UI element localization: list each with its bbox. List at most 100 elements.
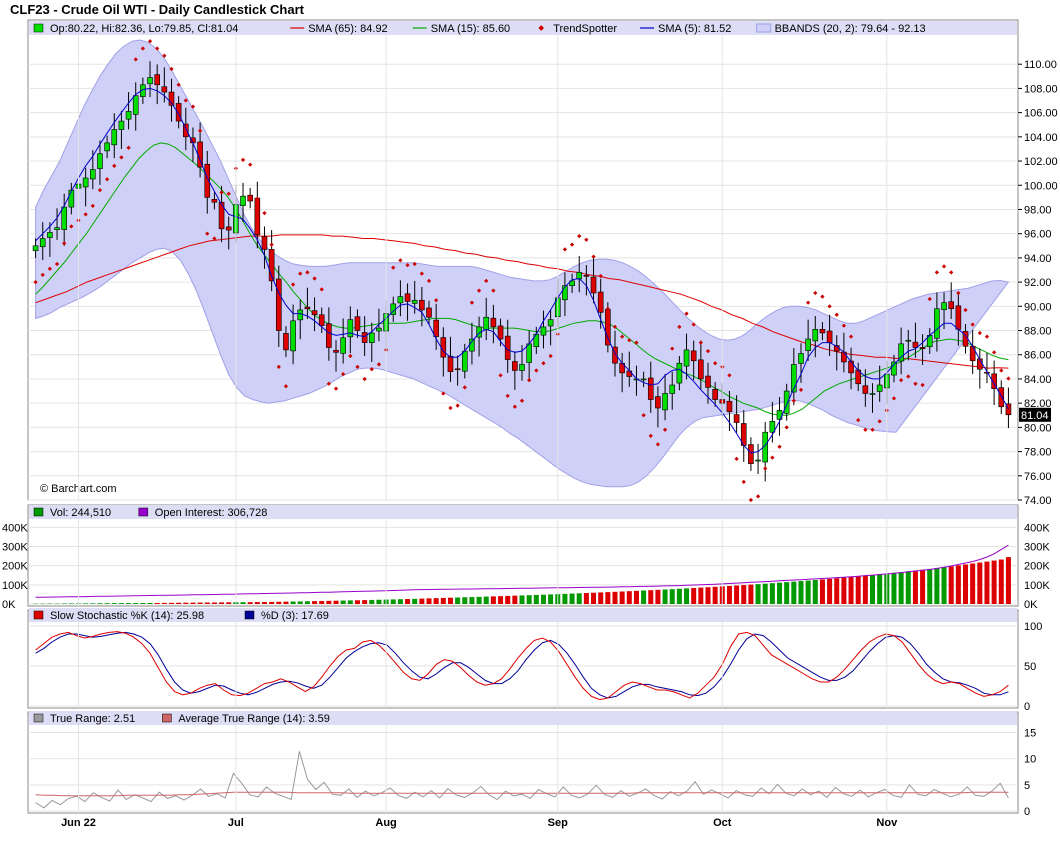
trendspotter-mark — [784, 425, 789, 430]
candle-body — [569, 280, 575, 287]
candle-body — [640, 378, 647, 381]
volume-bar — [147, 602, 153, 604]
volume-bar — [698, 587, 704, 604]
y-tick-label: 200K — [1024, 561, 1050, 573]
candle-body — [819, 329, 826, 334]
candle-body — [683, 349, 690, 367]
volume-bar — [269, 601, 275, 604]
volume-bar — [755, 584, 761, 604]
trendspotter-mark — [69, 224, 74, 229]
candle-body — [461, 350, 468, 372]
stoch-k-line — [35, 631, 1009, 701]
volume-bar — [655, 589, 661, 604]
trendspotter-mark — [798, 387, 804, 392]
volume-bar — [161, 602, 167, 604]
trendspotter-mark — [140, 46, 145, 51]
trendspotter-mark — [991, 350, 997, 355]
trendspotter-mark — [262, 210, 267, 216]
trendspotter-mark — [913, 381, 918, 386]
volume-bar — [297, 601, 303, 604]
legend-swatch — [33, 713, 44, 723]
candle-body — [311, 310, 318, 316]
legend-bar — [29, 608, 1017, 622]
candle-body — [812, 329, 819, 342]
candle-body — [869, 393, 876, 395]
volume-bar — [490, 596, 496, 604]
volume-bar — [533, 594, 539, 604]
candle-body — [168, 91, 175, 106]
legend-item: TrendSpotter — [553, 23, 617, 35]
y-tick-label: 80.00 — [1024, 422, 1052, 434]
y-tick-label: 78.00 — [1024, 447, 1052, 459]
candle-body — [590, 276, 597, 294]
trendspotter-mark — [197, 128, 203, 133]
volume-bar — [748, 584, 754, 604]
volume-bar — [469, 597, 475, 604]
candle-body — [862, 385, 869, 394]
volume-bar — [562, 593, 568, 604]
volume-bar — [791, 581, 797, 604]
volume-bar — [891, 572, 897, 604]
volume-bar — [90, 603, 96, 604]
volume-bar — [333, 600, 339, 604]
trendspotter-mark — [698, 340, 703, 345]
volume-bar — [841, 577, 847, 604]
candle-body — [47, 232, 53, 238]
trendspotter-mark — [276, 364, 281, 369]
legend-swatch — [538, 25, 545, 31]
y-tick-label-left: 100K — [2, 580, 28, 592]
volume-bar — [784, 582, 790, 604]
candle-body — [848, 360, 854, 374]
trendspotter-mark — [691, 322, 696, 327]
trendspotter-mark — [362, 376, 367, 382]
candle-body — [154, 74, 160, 86]
sma5-line — [35, 87, 1009, 454]
trendspotter-mark — [441, 391, 446, 396]
volume-bar — [684, 588, 690, 604]
trendspotter-mark — [963, 307, 968, 313]
volume-panel: 400K 400K 300K 300K 200K 200K 100K 100K 0K 0K — [2, 522, 1050, 611]
y-tick-label-left: 300K — [2, 542, 28, 554]
true-range-line — [35, 751, 1009, 809]
volume-bar — [812, 579, 818, 604]
candle-body — [583, 275, 590, 277]
trendspotter-mark — [877, 419, 882, 424]
bollinger-bands — [35, 39, 1010, 488]
trendspotter-mark — [984, 334, 990, 339]
volume-bar — [548, 594, 554, 604]
y-tick-label: 96.00 — [1024, 229, 1052, 241]
candle-body — [512, 361, 518, 371]
volume-bar — [777, 582, 783, 604]
legend-swatch — [162, 713, 172, 723]
y-tick-label: 100 — [1024, 621, 1042, 633]
candle-body — [132, 95, 139, 115]
volume-bar — [798, 581, 804, 604]
volume-bar — [827, 578, 833, 604]
trendspotter-mark — [662, 427, 668, 432]
trendspotter-mark — [648, 433, 653, 438]
candle-body — [647, 377, 654, 400]
trendspotter-mark — [469, 300, 475, 305]
legend-item: True Range: 2.51 — [50, 713, 135, 725]
volume-bar — [83, 603, 89, 604]
volume-bar — [304, 601, 310, 604]
candle-body — [39, 238, 46, 248]
trendspotter-mark — [548, 353, 553, 359]
trendspotter-mark — [491, 288, 496, 293]
trendspotter-mark — [999, 368, 1004, 373]
trendspotter-mark — [770, 455, 775, 460]
trendspotter-mark — [541, 361, 546, 366]
trendspotter-mark — [612, 324, 618, 330]
candle-body — [955, 305, 962, 330]
trendspotter-mark — [906, 374, 911, 379]
y-tick-label: 5 — [1024, 780, 1030, 792]
trendspotter-mark — [341, 371, 346, 377]
volume-bar — [583, 593, 589, 604]
y-tick-label: 88.00 — [1024, 326, 1052, 338]
trendspotter-mark — [806, 300, 811, 305]
volume-bar — [648, 590, 654, 604]
candle-body — [876, 384, 883, 392]
trendspotter-mark — [584, 237, 589, 242]
candle-body — [998, 387, 1005, 408]
trendspotter-mark — [741, 479, 746, 484]
